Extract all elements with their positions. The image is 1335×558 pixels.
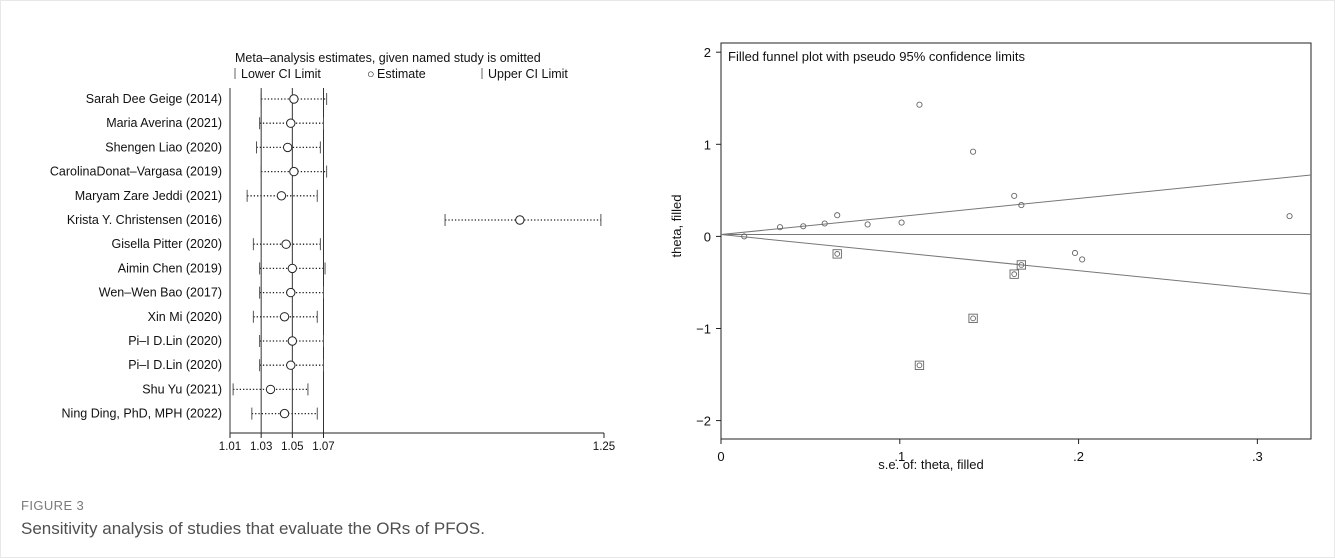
study-label: Maria Averina (2021)	[106, 116, 222, 130]
estimate-marker	[287, 119, 295, 127]
observed-study-point	[1019, 202, 1024, 207]
filled-study-point	[1012, 272, 1017, 277]
observed-study-point	[1072, 250, 1077, 255]
observed-study-point	[899, 220, 904, 225]
forest-plot: Meta–analysis estimates, given named stu…	[1, 1, 651, 471]
plot-frame	[721, 43, 1311, 439]
study-label: Sarah Dee Geige (2014)	[86, 92, 222, 106]
filled-study-square	[1010, 270, 1018, 278]
y-tick-label: −1	[696, 321, 711, 336]
estimate-marker	[266, 385, 274, 393]
forest-x-tick-label: 1.01	[219, 441, 241, 453]
study-label: Maryam Zare Jeddi (2021)	[75, 189, 222, 203]
study-label: Pi–I D.Lin (2020)	[128, 334, 222, 348]
x-tick-label: .2	[1073, 449, 1084, 464]
y-tick-label: 0	[704, 229, 711, 244]
estimate-marker	[288, 264, 296, 272]
forest-x-tick-label: 1.03	[250, 441, 272, 453]
filled-study-point	[835, 251, 840, 256]
observed-study-point	[970, 149, 975, 154]
filled-study-point	[971, 316, 976, 321]
lower-ci-line	[721, 235, 1311, 295]
forest-title: Meta–analysis estimates, given named stu…	[235, 51, 541, 65]
study-label: Aimin Chen (2019)	[118, 261, 222, 275]
observed-study-point	[917, 102, 922, 107]
x-axis-label: s.e. of: theta, filled	[878, 457, 984, 472]
observed-study-point	[1080, 257, 1085, 262]
study-label: Shengen Liao (2020)	[105, 140, 222, 154]
estimate-marker	[280, 313, 288, 321]
forest-x-tick-label: 1.25	[593, 441, 615, 453]
observed-study-point	[835, 213, 840, 218]
y-axis-label: theta, filled	[669, 195, 684, 258]
y-tick-label: 2	[704, 45, 711, 60]
figure-label: FIGURE 3	[21, 498, 84, 513]
estimate-marker	[283, 143, 291, 151]
upper-ci-line	[721, 175, 1311, 235]
estimate-marker	[290, 95, 298, 103]
study-label: Wen–Wen Bao (2017)	[99, 286, 222, 300]
y-tick-label: −2	[696, 414, 711, 429]
study-label: Shu Yu (2021)	[142, 382, 222, 396]
x-tick-label: 0	[717, 449, 724, 464]
filled-study-point	[917, 363, 922, 368]
filled-study-square	[833, 250, 841, 258]
study-label: Pi–I D.Lin (2020)	[128, 358, 222, 372]
estimate-marker	[277, 192, 285, 200]
study-label: Gisella Pitter (2020)	[112, 237, 222, 251]
estimate-marker	[516, 216, 524, 224]
legend-upper-label: Upper CI Limit	[488, 67, 568, 81]
filled-study-square	[915, 361, 923, 369]
legend-lower-label: Lower CI Limit	[241, 67, 321, 81]
observed-study-point	[1287, 214, 1292, 219]
study-label: Krista Y. Christensen (2016)	[67, 213, 222, 227]
study-label: Ning Ding, PhD, MPH (2022)	[62, 407, 222, 421]
estimate-marker	[287, 361, 295, 369]
x-tick-label: .3	[1252, 449, 1263, 464]
study-label: Xin Mi (2020)	[148, 310, 222, 324]
study-label: CarolinaDonat–Vargasa (2019)	[50, 165, 222, 179]
observed-study-point	[1012, 193, 1017, 198]
funnel-title: Filled funnel plot with pseudo 95% confi…	[728, 49, 1026, 64]
filled-study-square	[969, 314, 977, 322]
estimate-marker	[288, 337, 296, 345]
figure-caption: Sensitivity analysis of studies that eva…	[21, 519, 485, 539]
legend-estimate-label: ○ Estimate	[367, 67, 426, 81]
forest-x-tick-label: 1.05	[281, 441, 303, 453]
observed-study-point	[865, 222, 870, 227]
funnel-plot: Filled funnel plot with pseudo 95% confi…	[651, 1, 1331, 491]
forest-x-tick-label: 1.07	[312, 441, 334, 453]
estimate-marker	[282, 240, 290, 248]
y-tick-label: 1	[704, 137, 711, 152]
estimate-marker	[290, 167, 298, 175]
estimate-marker	[280, 409, 288, 417]
estimate-marker	[287, 288, 295, 296]
